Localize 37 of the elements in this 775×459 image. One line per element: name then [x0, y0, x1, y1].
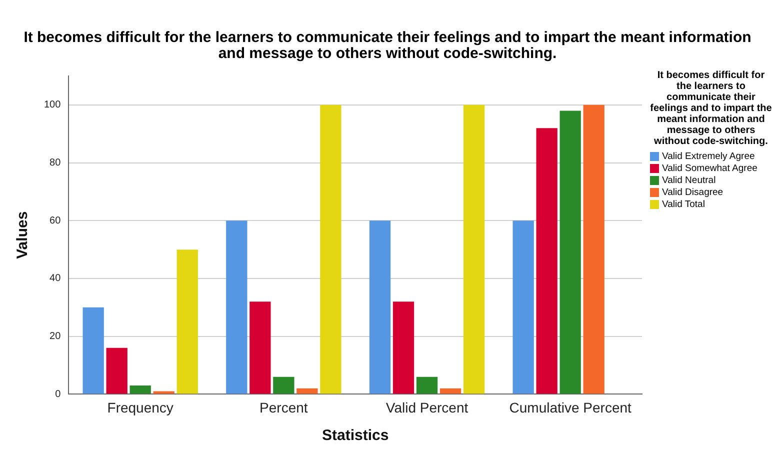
bar: [560, 110, 581, 394]
x-tick-label: Cumulative Percent: [509, 399, 632, 416]
legend-label: Valid Somewhat Agree: [662, 162, 758, 174]
bar: [536, 128, 558, 394]
x-tick-label: Percent: [260, 399, 308, 416]
y-axis-title: Values: [14, 211, 32, 259]
y-tick-label: 100: [44, 100, 62, 111]
bar: [416, 376, 438, 394]
bar: [440, 388, 462, 394]
bar: [273, 376, 294, 394]
bar: [82, 307, 104, 394]
bar: [176, 250, 198, 394]
bar: [320, 104, 342, 394]
legend-label: Valid Neutral: [662, 174, 716, 186]
x-axis-title: Statistics: [322, 427, 389, 444]
x-tick-label: Valid Percent: [386, 399, 468, 416]
legend-label: Valid Extremely Agree: [662, 150, 755, 162]
bar: [463, 104, 485, 394]
y-tick-label: 20: [50, 331, 62, 342]
y-tick-label: 60: [50, 215, 62, 226]
bar: [392, 302, 414, 394]
bar: [512, 220, 534, 394]
legend-label: Valid Disagree: [662, 186, 724, 198]
bar: [369, 220, 391, 394]
bar: [130, 386, 151, 394]
bar: [250, 302, 271, 394]
legend-title: It becomes difficult for the learners to communicate their feelings and to impart the meant information and message to others without code-switching.: [650, 70, 772, 147]
legend-label: Valid Total: [662, 198, 705, 210]
y-tick-label: 0: [55, 388, 62, 400]
chart-title: It becomes difficult for the learners to communicate their feelings and to impart the meant information and message to others without code-switching.: [22, 29, 752, 62]
y-tick-label: 80: [50, 158, 62, 169]
x-tick-label: Frequency: [107, 399, 174, 416]
bar: [583, 104, 604, 394]
bar: [296, 388, 318, 394]
y-tick-label: 40: [50, 273, 62, 284]
bar: [226, 220, 248, 394]
bar: [106, 348, 128, 394]
